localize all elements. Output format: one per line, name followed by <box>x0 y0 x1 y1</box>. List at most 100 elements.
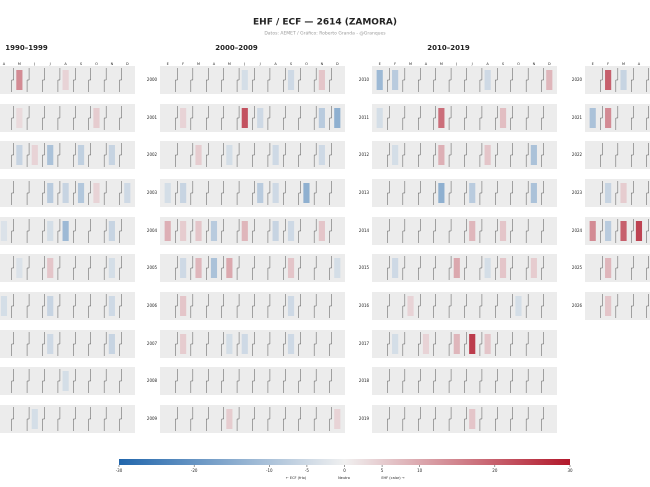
month-divider <box>541 369 544 393</box>
month-divider <box>206 294 209 318</box>
month-divider <box>631 181 634 205</box>
heat-cell <box>16 371 23 391</box>
month-label: S <box>290 62 293 66</box>
heat-cell <box>180 334 187 354</box>
month-divider <box>236 181 240 205</box>
month-divider <box>11 332 14 356</box>
month-divider <box>236 407 240 431</box>
heat-cell <box>515 108 522 128</box>
heat-cell <box>318 371 325 391</box>
month-divider <box>119 143 122 167</box>
heat-cell <box>407 296 414 316</box>
month-divider <box>495 181 498 205</box>
month-divider <box>190 256 194 280</box>
heat-cell <box>407 221 414 241</box>
month-divider <box>615 143 619 167</box>
month-label: F <box>394 62 396 66</box>
month-divider <box>42 181 45 205</box>
heat-cell <box>438 221 445 241</box>
heat-cell <box>376 334 383 354</box>
heat-cell <box>438 183 445 203</box>
heat-cell <box>334 145 341 165</box>
month-divider <box>42 143 45 167</box>
heat-cell <box>515 371 522 391</box>
month-divider <box>298 407 301 431</box>
month-divider <box>448 68 452 92</box>
month-divider <box>221 181 224 205</box>
heat-cell <box>453 145 460 165</box>
heat-cell <box>530 221 537 241</box>
month-divider <box>510 181 513 205</box>
month-divider <box>190 294 194 318</box>
month-label: J <box>471 62 473 66</box>
month-divider <box>103 332 107 356</box>
month-divider <box>252 106 255 130</box>
heat-cell <box>605 296 612 316</box>
heat-cell <box>453 258 460 278</box>
heat-cell <box>62 296 69 316</box>
heat-cell <box>257 296 264 316</box>
month-label: A <box>3 62 6 66</box>
month-divider <box>57 143 61 167</box>
heat-cell <box>635 183 643 203</box>
month-divider <box>26 68 30 92</box>
heat-cell <box>124 183 131 203</box>
heat-cell <box>124 371 131 391</box>
colorbar-tick-label: -10 <box>266 468 273 473</box>
month-divider <box>103 106 107 130</box>
month-label: F <box>607 62 609 66</box>
month-divider <box>236 219 240 243</box>
month-divider <box>252 256 255 280</box>
heat-cell <box>605 221 612 241</box>
heat-cell <box>108 145 115 165</box>
month-divider <box>26 256 30 280</box>
heat-cell <box>93 296 100 316</box>
month-divider <box>402 369 406 393</box>
heat-cell <box>93 334 100 354</box>
heat-cell <box>438 258 445 278</box>
colorbar-caption: ← ECF (frío) <box>286 476 307 480</box>
heat-cell <box>77 409 85 429</box>
month-divider <box>402 219 406 243</box>
heat-cell <box>272 334 279 354</box>
heat-cell <box>0 108 8 128</box>
heat-cell <box>77 371 85 391</box>
heat-cell <box>546 70 553 90</box>
heat-cell <box>287 371 295 391</box>
heat-cell <box>484 296 491 316</box>
month-divider <box>103 68 107 92</box>
month-divider <box>298 219 301 243</box>
heat-cell <box>287 258 295 278</box>
heat-cell <box>303 183 310 203</box>
heat-cell <box>257 371 264 391</box>
heat-cell <box>546 108 553 128</box>
heat-cell <box>318 145 325 165</box>
year-label: 2016 <box>359 303 370 308</box>
month-divider <box>433 143 436 167</box>
heat-cell <box>93 221 100 241</box>
heat-cell <box>124 409 131 429</box>
month-divider <box>11 219 14 243</box>
heat-cell <box>499 296 507 316</box>
month-divider <box>646 143 649 167</box>
heat-cell <box>108 334 115 354</box>
heat-cell <box>31 371 38 391</box>
heat-cell <box>499 70 507 90</box>
month-divider <box>252 369 255 393</box>
month-divider <box>402 294 406 318</box>
month-divider <box>329 407 332 431</box>
heat-cell <box>0 183 8 203</box>
heat-cell <box>180 221 187 241</box>
heat-cell <box>210 145 218 165</box>
year-label: 2007 <box>147 341 158 346</box>
month-divider <box>206 407 209 431</box>
heat-cell <box>257 70 264 90</box>
month-divider <box>283 106 286 130</box>
month-divider <box>615 106 619 130</box>
heat-cell <box>108 70 115 90</box>
heat-cell <box>453 296 460 316</box>
month-divider <box>541 68 544 92</box>
heat-cell <box>180 183 187 203</box>
year-label: 2008 <box>147 378 158 383</box>
heat-cell <box>0 221 8 241</box>
